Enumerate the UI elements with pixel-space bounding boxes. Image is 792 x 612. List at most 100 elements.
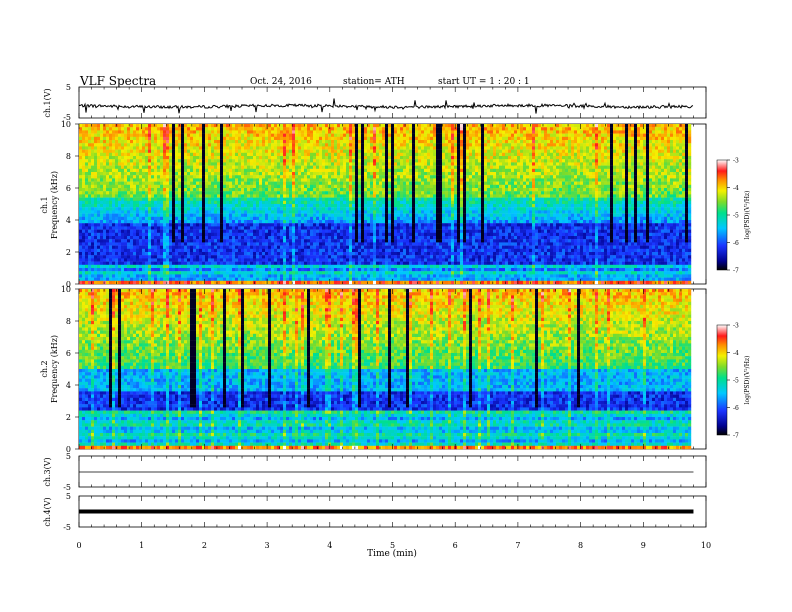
spectrogram-cell xyxy=(226,130,230,134)
spectrogram-cell xyxy=(259,184,263,189)
spectrogram-cell xyxy=(208,274,212,278)
spectrogram-cell xyxy=(217,223,221,227)
spectrogram-cell xyxy=(91,213,95,217)
spectrogram-cell xyxy=(124,197,128,201)
spectrogram-cell xyxy=(361,156,365,160)
spectrogram-cell xyxy=(346,204,350,208)
spectrogram-cell xyxy=(121,130,125,134)
spectrogram-cell xyxy=(265,223,269,227)
spectrogram-cell xyxy=(280,168,284,173)
spectrogram-cell xyxy=(112,130,116,134)
spectrogram-cell xyxy=(361,223,365,227)
spectrogram-cell xyxy=(190,130,194,134)
spectrogram-cell xyxy=(79,223,83,227)
spectrogram-cell xyxy=(157,168,161,173)
spectrogram-cell xyxy=(361,136,365,141)
spectrogram-cell xyxy=(364,168,368,173)
spectrogram-cell xyxy=(79,213,83,217)
spectrogram-cell xyxy=(202,133,206,137)
spectrogram-cell xyxy=(196,136,200,141)
spectrogram-cell xyxy=(130,226,134,230)
spectrogram-cell xyxy=(190,146,194,150)
spectrogram-cell xyxy=(352,239,356,243)
spectrogram-cell xyxy=(163,184,167,189)
spectrogram-cell xyxy=(118,223,122,227)
spectrogram-cell xyxy=(262,194,266,198)
spectrogram-cell xyxy=(121,207,125,211)
spectrogram-cell xyxy=(103,264,107,269)
spectrogram-cell xyxy=(229,271,233,275)
spectrogram-cell xyxy=(190,156,194,160)
spectrogram-cell xyxy=(160,149,164,153)
spectrogram-cell xyxy=(367,178,371,182)
spectrogram-cell xyxy=(163,236,167,240)
spectrogram-cell xyxy=(115,194,119,198)
spectrogram-cell xyxy=(283,140,287,144)
spectrogram-cell xyxy=(88,172,92,176)
spectrogram-cell xyxy=(268,181,272,185)
spectrogram-cell xyxy=(202,184,206,189)
spectrogram-cell xyxy=(343,168,347,173)
spectrogram-cell xyxy=(166,220,170,224)
spectrogram-cell xyxy=(94,184,98,189)
spectrogram-cell xyxy=(244,216,248,221)
spectrogram-cell xyxy=(214,277,218,281)
spectrogram-cell xyxy=(151,178,155,182)
spectrogram-cell xyxy=(232,258,236,262)
spectrogram-cell xyxy=(184,188,188,192)
spectrogram-cell xyxy=(220,184,224,189)
spectrogram-cell xyxy=(148,271,152,275)
spectrogram-cell xyxy=(304,210,308,214)
spectrogram-cell xyxy=(145,143,149,147)
spectrogram-cell xyxy=(328,210,332,214)
spectrogram-cell xyxy=(82,236,86,240)
spectrogram-cell xyxy=(133,184,137,189)
spectrogram-cell xyxy=(157,271,161,275)
spectrogram-cell xyxy=(82,226,86,230)
spectrogram-cell xyxy=(307,127,311,131)
spectrogram-cell xyxy=(115,204,119,208)
spectrogram-cell xyxy=(148,242,152,246)
spectrogram-cell xyxy=(262,159,266,163)
spectrogram-cell xyxy=(133,133,137,137)
spectrogram-cell xyxy=(355,258,359,262)
spectrogram-cell xyxy=(352,191,356,195)
spectrogram-cell xyxy=(286,271,290,275)
spectrogram-cell xyxy=(286,220,290,224)
spectrogram-cell xyxy=(190,168,194,173)
spectrogram-cell xyxy=(349,136,353,141)
spectrogram-cell xyxy=(367,159,371,163)
spectrogram-cell xyxy=(151,261,155,265)
spectrogram-cell xyxy=(193,143,197,147)
spectrogram-cell xyxy=(235,248,239,253)
spectrogram-cell xyxy=(181,152,185,157)
spectrogram-cell xyxy=(217,261,221,265)
spectrogram-cell xyxy=(313,232,317,237)
spectrogram-cell xyxy=(130,277,134,281)
spectrogram-cell xyxy=(250,149,254,153)
spectrogram-cell xyxy=(259,258,263,262)
spectrogram-cell xyxy=(355,127,359,131)
spectrogram-cell xyxy=(85,149,89,153)
spectrogram-cell xyxy=(187,248,191,253)
spectrogram-cell xyxy=(244,226,248,230)
spectrogram-cell xyxy=(133,255,137,259)
spectrogram-cell xyxy=(232,207,236,211)
spectrogram-cell xyxy=(292,274,296,278)
spectrogram-cell xyxy=(91,124,95,128)
spectrogram-cell xyxy=(307,165,311,169)
spectrogram-cell xyxy=(328,156,332,160)
spectrogram-cell xyxy=(247,271,251,275)
spectrogram-cell xyxy=(355,242,359,246)
spectrogram-cell xyxy=(364,229,368,233)
spectrogram-cell xyxy=(190,226,194,230)
spectrogram-cell xyxy=(160,277,164,281)
spectrogram-cell xyxy=(256,277,260,281)
spectrogram-cell xyxy=(163,207,167,211)
spectrogram-cell xyxy=(340,124,344,128)
spectrogram-cell xyxy=(166,264,170,269)
spectrogram-cell xyxy=(214,223,218,227)
spectrogram-cell xyxy=(364,175,368,179)
spectrogram-cell xyxy=(172,178,176,182)
spectrogram-cell xyxy=(190,242,194,246)
